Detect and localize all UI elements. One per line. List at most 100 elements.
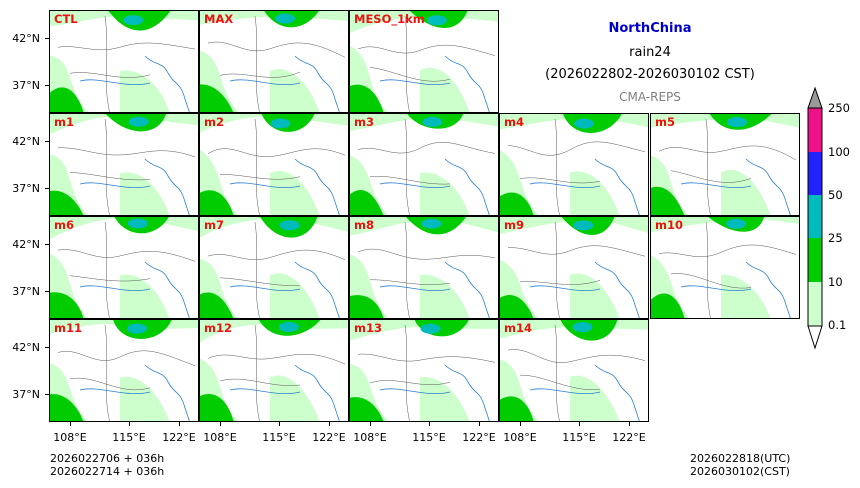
lon-label-108e: 108°E (353, 431, 387, 444)
lon-tick (479, 422, 480, 426)
heavy-rain-area (126, 323, 147, 334)
heavy-rain-area (573, 220, 594, 231)
panel-label: m12 (204, 321, 232, 335)
moderate-rain-area (200, 217, 318, 318)
coastline (529, 158, 640, 215)
colorbar-label-0.1: 0.1 (828, 318, 847, 332)
panel-label: m10 (655, 218, 683, 232)
precip-map (50, 114, 198, 215)
panel-label: m9 (504, 218, 524, 232)
colorbar-label-250: 250 (828, 101, 850, 115)
panel-m2: m2 (199, 113, 349, 216)
province-boundary (57, 324, 196, 421)
heavy-rain-area (275, 13, 296, 24)
lon-label-115e: 115°E (562, 431, 596, 444)
panel-m12: m12 (199, 319, 349, 422)
heavy-rain-area (726, 117, 747, 128)
lat-label-42n: 42°N (12, 32, 40, 45)
lat-tick (45, 141, 49, 142)
moderate-rain-area (50, 11, 171, 112)
precip-map (500, 320, 648, 421)
province-boundary (658, 221, 797, 318)
panel-m3: m3 (349, 113, 499, 216)
lon-tick (579, 422, 580, 426)
lat-label-42n: 42°N (12, 238, 40, 251)
lon-tick (220, 422, 221, 426)
heavy-rain-area (127, 218, 148, 229)
coastline (229, 261, 340, 318)
precip-map (350, 320, 498, 421)
province-boundary (507, 324, 646, 421)
moderate-rain-area (350, 114, 464, 215)
lat-tick (45, 394, 49, 395)
panel-m8: m8 (349, 216, 499, 319)
lon-label-115e: 115°E (112, 431, 146, 444)
panel-label: m11 (54, 321, 82, 335)
province-boundary (207, 15, 346, 112)
panel-m11: m11 (49, 319, 199, 422)
heavy-rain-area (128, 116, 149, 127)
heavy-rain-area (123, 15, 144, 26)
province-boundary (507, 118, 646, 215)
lon-label-108e: 108°E (53, 431, 87, 444)
init-time-1: 2026022706 + 036h (50, 452, 165, 465)
province-boundary (57, 221, 196, 318)
lon-label-108e: 108°E (503, 431, 537, 444)
province-boundary (357, 15, 496, 112)
panel-label: m3 (354, 115, 374, 129)
heavy-rain-area (726, 218, 747, 229)
precip-map (200, 217, 348, 318)
title-system: CMA-REPS (619, 90, 681, 104)
moderate-rain-area (200, 320, 321, 421)
province-boundary (357, 118, 496, 215)
coastline (379, 55, 490, 112)
colorbar-label-100: 100 (828, 145, 850, 159)
coastline (680, 158, 791, 215)
coastline (79, 55, 190, 112)
province-boundary (57, 118, 196, 215)
lat-tick (45, 85, 49, 86)
panel-m7: m7 (199, 216, 349, 319)
panel-label: m5 (655, 115, 675, 129)
panel-m13: m13 (349, 319, 499, 422)
heavy-rain-area (426, 15, 447, 26)
lon-tick (520, 422, 521, 426)
lat-label-37n: 37°N (12, 79, 40, 92)
lon-tick (329, 422, 330, 426)
precip-map (200, 320, 348, 421)
colorbar-under-triangle (807, 325, 823, 350)
coastline (229, 55, 340, 112)
lon-label-108e: 108°E (203, 431, 237, 444)
heavy-rain-area (574, 118, 595, 129)
colorbar (807, 86, 823, 350)
moderate-rain-area (500, 114, 622, 215)
coastline (379, 261, 490, 318)
moderate-rain-area (651, 114, 772, 215)
panel-m6: m6 (49, 216, 199, 319)
moderate-rain-area (350, 217, 466, 318)
coastline (229, 364, 340, 421)
panel-m1: m1 (49, 113, 199, 216)
heavy-rain-area (572, 322, 593, 333)
colorbar-swatch-10-25 (808, 238, 822, 282)
lon-label-115e: 115°E (412, 431, 446, 444)
province-boundary (357, 324, 496, 421)
heavy-rain-area (422, 116, 443, 127)
precip-map (50, 217, 198, 318)
province-boundary (207, 324, 346, 421)
precip-map (651, 217, 799, 318)
panel-label: m6 (54, 218, 74, 232)
coastline (379, 364, 490, 421)
moderate-rain-area (200, 11, 319, 112)
lon-label-122e: 122°E (162, 431, 196, 444)
moderate-rain-area (350, 11, 468, 112)
colorbar-frame (807, 107, 823, 327)
lat-label-37n: 37°N (12, 388, 40, 401)
lon-tick (129, 422, 130, 426)
moderate-rain-area (651, 217, 765, 318)
heavy-rain-area (421, 218, 442, 229)
precip-map (350, 11, 498, 112)
lon-tick (179, 422, 180, 426)
colorbar-label-50: 50 (828, 188, 843, 202)
precip-map (50, 11, 198, 112)
